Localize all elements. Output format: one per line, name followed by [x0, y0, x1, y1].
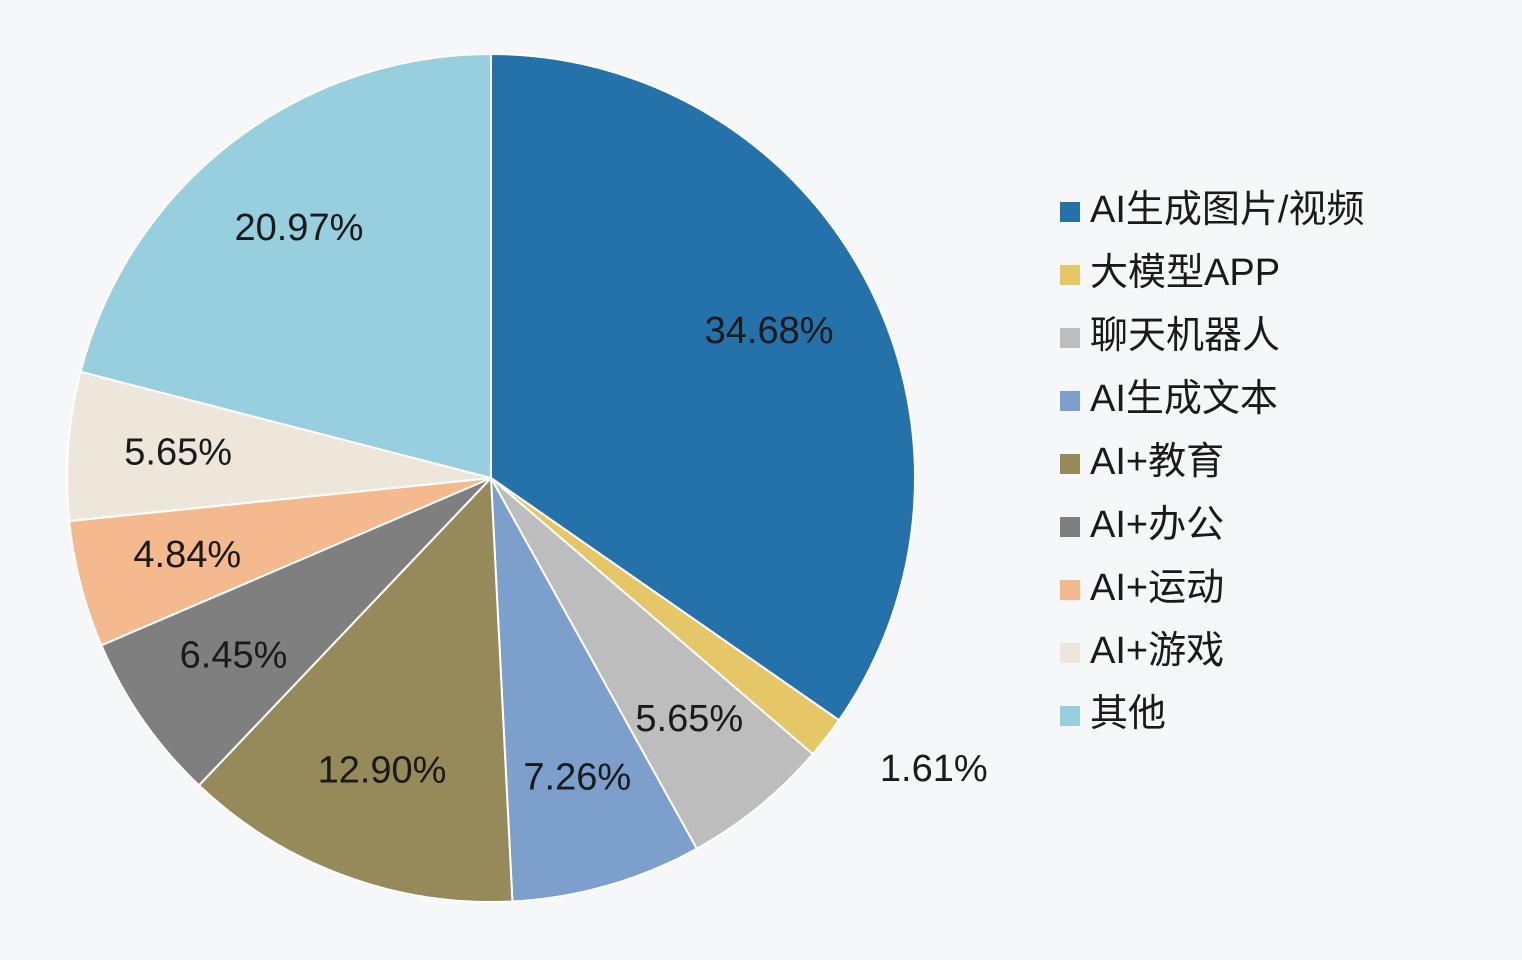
data-label: 1.61% [880, 748, 988, 790]
legend-label: AI生成图片/视频 [1090, 189, 1364, 231]
legend-swatch [1060, 580, 1080, 600]
data-label: 34.68% [705, 310, 834, 352]
legend-swatch [1060, 328, 1080, 348]
data-label: 4.84% [133, 534, 241, 576]
pie-slice [197, 475, 514, 903]
legend-swatch [1060, 202, 1080, 222]
pie-slice [100, 477, 492, 787]
legend-label: AI+教育 [1090, 441, 1224, 483]
pie-slice [490, 52, 916, 722]
legend-label: 大模型APP [1090, 252, 1280, 294]
legend-label: AI+办公 [1090, 504, 1224, 546]
data-label: 7.26% [523, 757, 631, 799]
legend-swatch [1060, 643, 1080, 663]
legend-label: AI生成文本 [1090, 378, 1278, 420]
legend-swatch [1060, 391, 1080, 411]
pie-slice [66, 370, 492, 523]
pie-slice [79, 52, 492, 480]
legend-label: AI+游戏 [1090, 630, 1224, 672]
data-label: 5.65% [635, 698, 743, 740]
legend-label: 聊天机器人 [1090, 315, 1280, 357]
legend-label: AI+运动 [1090, 567, 1224, 609]
legend-swatch [1060, 265, 1080, 285]
legend-swatch [1060, 454, 1080, 474]
pie-slice [490, 477, 699, 903]
data-label: 6.45% [180, 634, 288, 676]
data-label: 5.65% [124, 431, 232, 473]
pie-slice [490, 477, 815, 851]
legend-swatch [1060, 706, 1080, 726]
data-label: 12.90% [318, 749, 447, 791]
legend-label: 其他 [1090, 693, 1166, 735]
legend-swatch [1060, 517, 1080, 537]
data-label: 20.97% [234, 207, 363, 249]
